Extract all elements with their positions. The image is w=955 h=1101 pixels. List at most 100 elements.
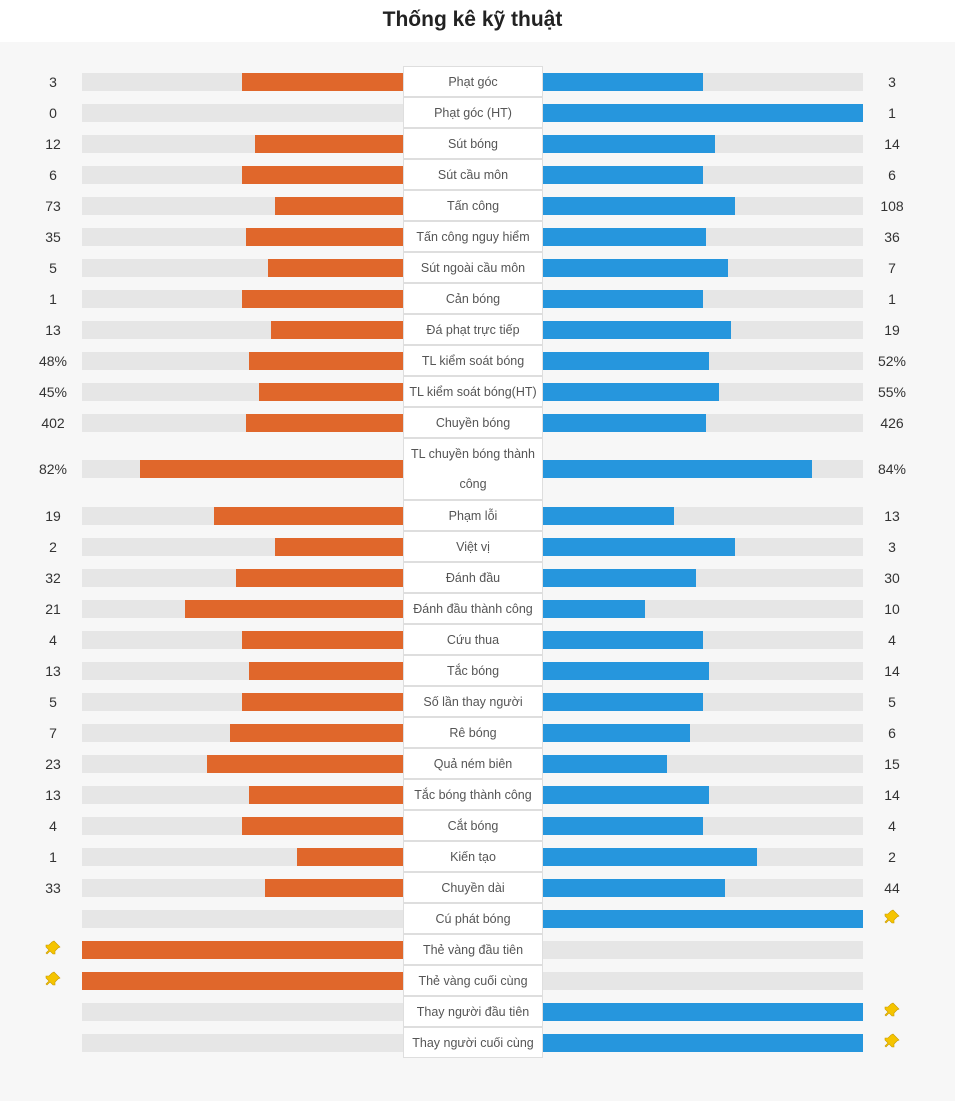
home-bar-track — [82, 72, 403, 91]
stat-row: Thẻ vàng đầu tiên — [0, 934, 955, 965]
stat-row: Thay người cuối cùng — [0, 1027, 955, 1058]
home-bar-track — [82, 878, 403, 897]
home-bar-track — [82, 537, 403, 556]
away-bar-track — [542, 785, 863, 804]
away-value: 44 — [884, 879, 900, 896]
home-value: 21 — [45, 600, 61, 617]
home-bar-fill — [246, 227, 403, 246]
stat-label: Phạt góc — [403, 66, 543, 97]
away-bar-fill — [542, 754, 667, 773]
home-value: 5 — [49, 693, 57, 710]
stat-row: 7 Rê bóng 6 — [0, 717, 955, 748]
home-bar-fill — [242, 692, 403, 711]
home-bar-track — [82, 460, 403, 478]
stat-row: 4 Cứu thua 4 — [0, 624, 955, 655]
stat-row: 48% TL kiểm soát bóng 52% — [0, 345, 955, 376]
home-bar-track — [82, 196, 403, 215]
away-bar-track — [542, 940, 863, 959]
stat-row: 45% TL kiểm soát bóng(HT) 55% — [0, 376, 955, 407]
stat-row: 13 Tắc bóng thành công 14 — [0, 779, 955, 810]
away-bar-track — [542, 506, 863, 525]
away-value: 5 — [888, 693, 896, 710]
away-bar-track — [542, 1002, 863, 1021]
away-bar-track — [542, 72, 863, 91]
away-value: 14 — [884, 786, 900, 803]
home-value — [23, 971, 83, 992]
home-bar-track — [82, 630, 403, 649]
home-value: 13 — [45, 662, 61, 679]
away-bar-track — [542, 351, 863, 370]
home-bar-fill — [249, 351, 403, 370]
stat-row: Thay người đầu tiên — [0, 996, 955, 1027]
home-bar-track — [82, 289, 403, 308]
stat-row: 4 Cắt bóng 4 — [0, 810, 955, 841]
away-value: 4 — [888, 631, 896, 648]
away-value: 15 — [884, 755, 900, 772]
away-value: 10 — [884, 600, 900, 617]
home-bar-track — [82, 103, 403, 122]
away-value: 84% — [877, 461, 907, 477]
away-bar-track — [542, 847, 863, 866]
home-value: 1 — [49, 848, 57, 865]
stat-label: Cứu thua — [403, 624, 543, 655]
away-value: 14 — [884, 135, 900, 152]
away-value: 55% — [877, 383, 907, 400]
home-value: 45% — [38, 383, 68, 400]
away-bar-fill — [542, 134, 715, 153]
home-bar-track — [82, 506, 403, 525]
stat-row: 32 Đánh đầu 30 — [0, 562, 955, 593]
page-title: Thống kê kỹ thuật — [382, 8, 563, 31]
away-bar-track — [542, 878, 863, 897]
away-bar-fill — [542, 103, 863, 122]
home-value: 1 — [49, 290, 57, 307]
away-bar-track — [542, 599, 863, 618]
home-bar-track — [82, 382, 403, 401]
home-bar-fill — [82, 940, 403, 959]
home-bar-fill — [185, 599, 403, 618]
home-value: 13 — [45, 321, 61, 338]
pushpin-icon — [884, 1002, 900, 1016]
away-bar-fill — [542, 460, 812, 478]
stat-row: 0 Phạt góc (HT) 1 — [0, 97, 955, 128]
away-bar-track — [542, 165, 863, 184]
stat-row: 13 Tắc bóng 14 — [0, 655, 955, 686]
away-bar-track — [542, 196, 863, 215]
away-bar-track — [542, 413, 863, 432]
stat-row: 5 Sút ngoài cầu môn 7 — [0, 252, 955, 283]
away-bar-fill — [542, 630, 703, 649]
stat-label: Cản bóng — [403, 283, 543, 314]
away-bar-track — [542, 227, 863, 246]
away-bar-fill — [542, 568, 696, 587]
home-bar-track — [82, 940, 403, 959]
stat-label: Đá phạt trực tiếp — [403, 314, 543, 345]
home-value: 33 — [45, 879, 61, 896]
away-value — [862, 909, 922, 930]
home-value: 19 — [45, 507, 61, 524]
home-value: 0 — [49, 104, 57, 121]
stat-label: Phạt góc (HT) — [403, 97, 543, 128]
stat-row: 1 Kiến tạo 2 — [0, 841, 955, 872]
home-value: 6 — [49, 166, 57, 183]
away-bar-track — [542, 909, 863, 928]
stat-row: Cú phát bóng — [0, 903, 955, 934]
pushpin-icon — [45, 940, 61, 954]
home-bar-fill — [242, 816, 403, 835]
home-bar-track — [82, 258, 403, 277]
away-bar-fill — [542, 723, 690, 742]
home-bar-track — [82, 320, 403, 339]
stat-row: 5 Số lần thay người 5 — [0, 686, 955, 717]
home-value: 48% — [38, 352, 68, 369]
stat-label: TL chuyền bóng thành công — [403, 438, 543, 500]
away-value: 13 — [884, 507, 900, 524]
home-bar-fill — [249, 661, 403, 680]
away-bar-track — [542, 103, 863, 122]
home-value: 73 — [45, 197, 61, 214]
stat-label: Tắc bóng thành công — [403, 779, 543, 810]
stat-row: 2 Việt vị 3 — [0, 531, 955, 562]
stat-row: 23 Quả ném biên 15 — [0, 748, 955, 779]
home-bar-track — [82, 661, 403, 680]
stat-label: Phạm lỗi — [403, 500, 543, 531]
home-value: 4 — [49, 631, 57, 648]
away-bar-fill — [542, 847, 757, 866]
stat-row: 6 Sút cầu môn 6 — [0, 159, 955, 190]
